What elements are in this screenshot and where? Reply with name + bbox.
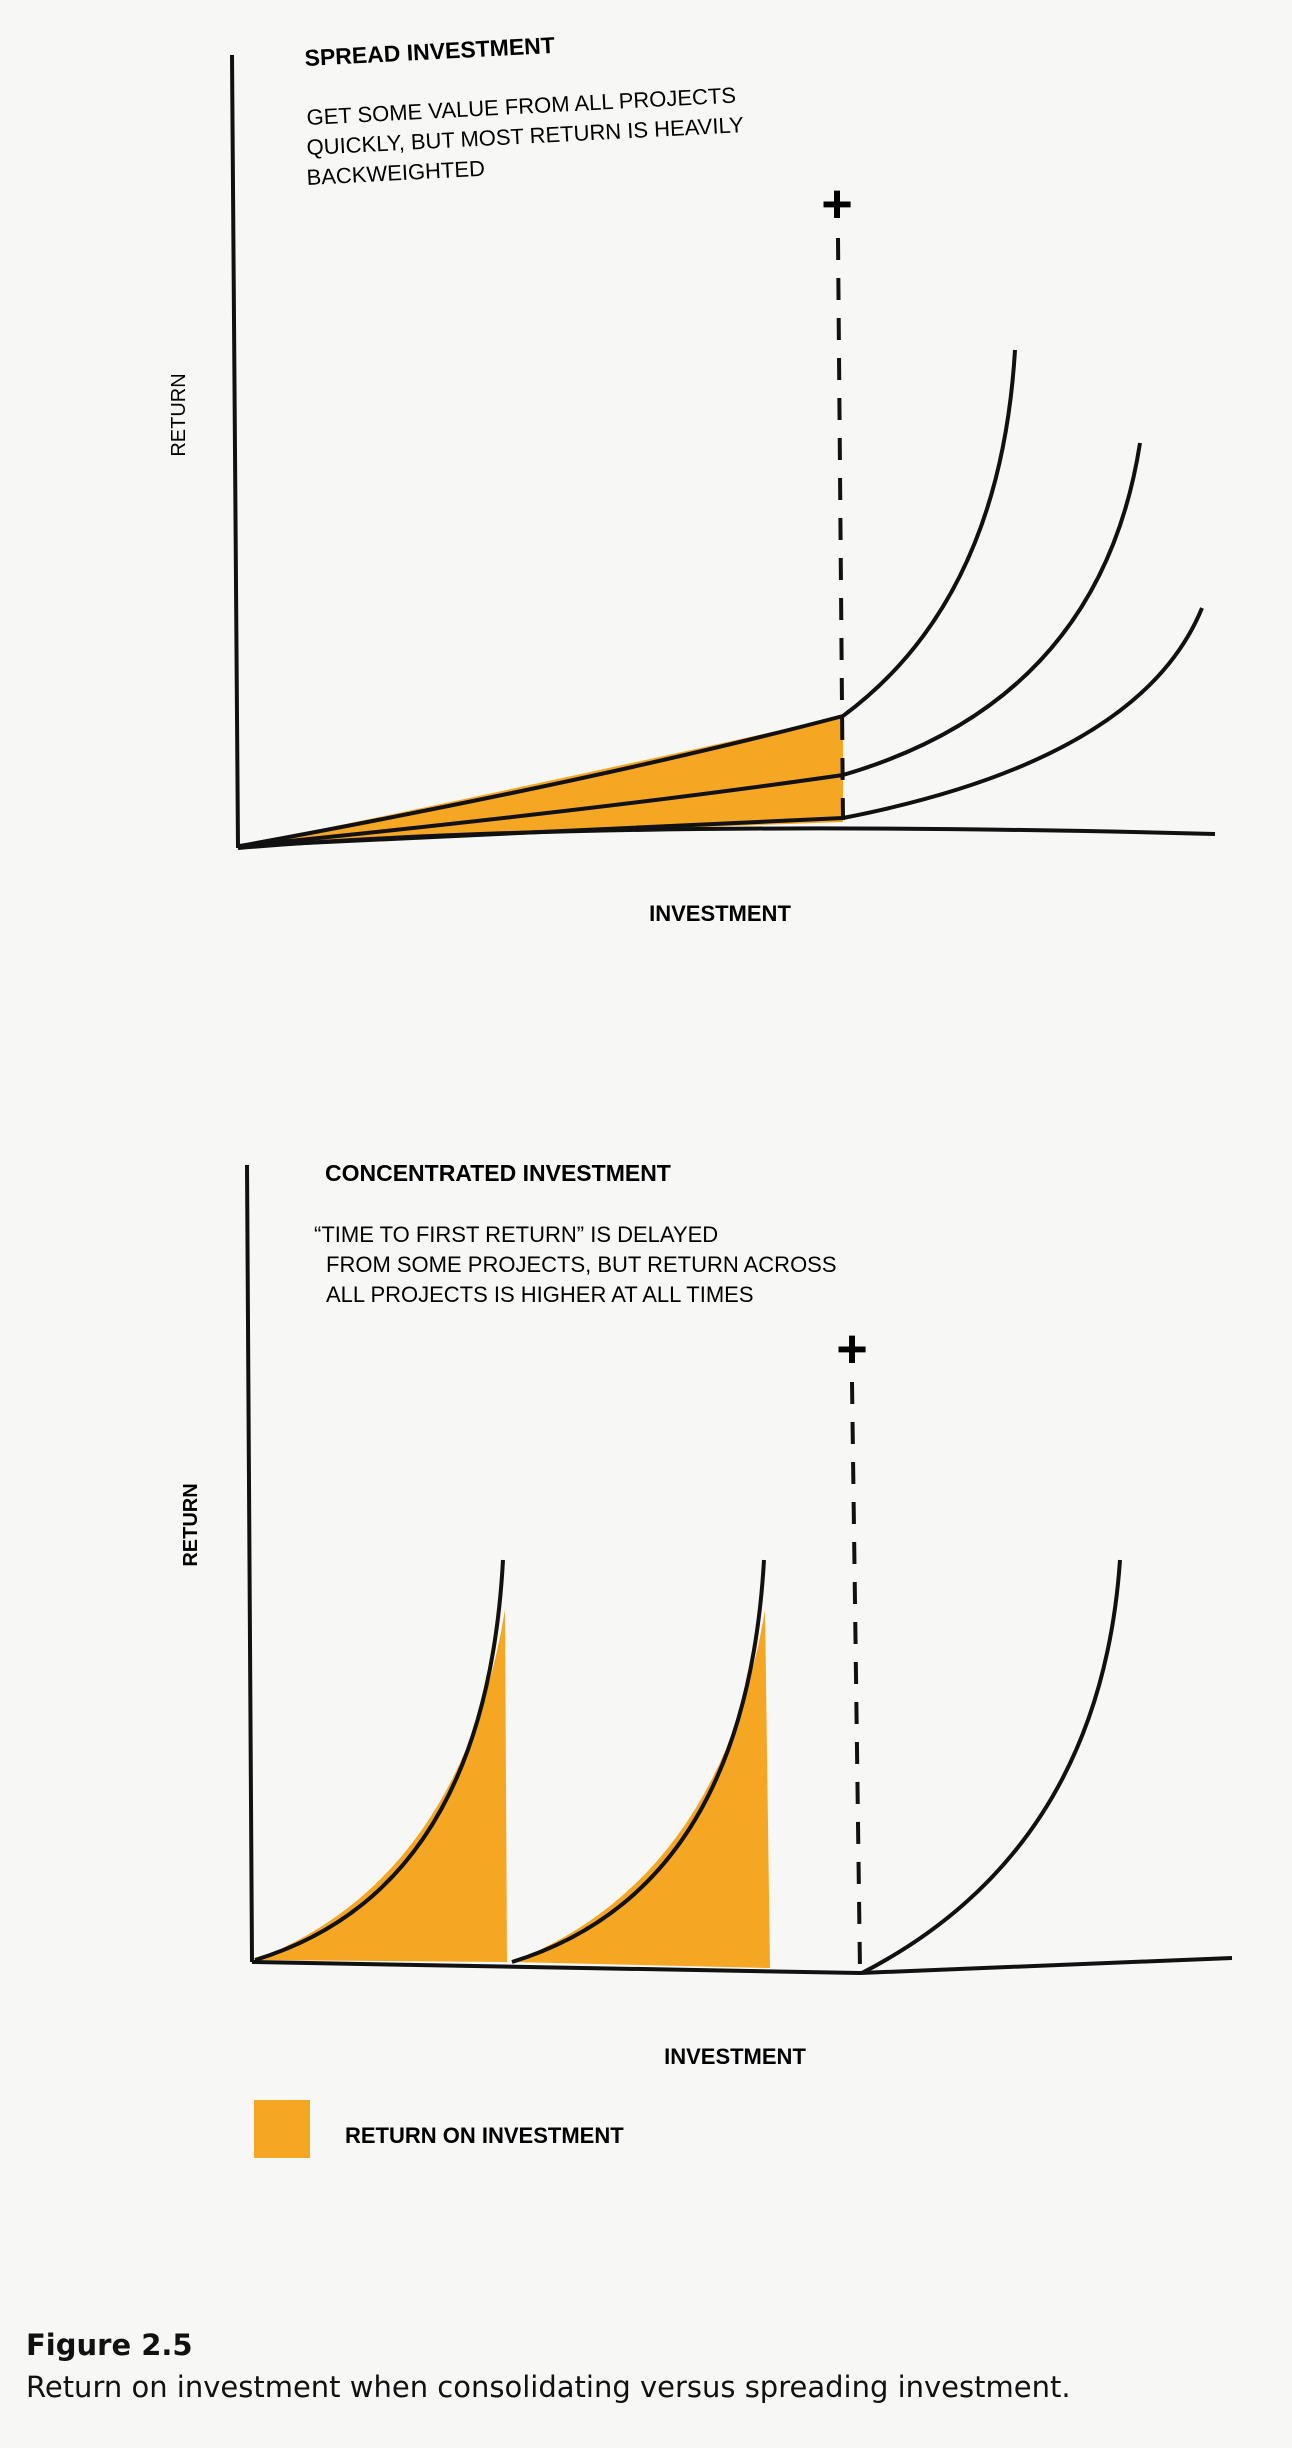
concentrated-return-fill-2 xyxy=(512,1610,770,1968)
spread-marker-line xyxy=(836,237,845,823)
concentrated-y-axis-label: RETURN xyxy=(180,1483,202,1566)
spread-y-axis-label: RETURN xyxy=(168,373,190,456)
spread-x-axis-label: INVESTMENT xyxy=(649,901,791,926)
concentrated-title: CONCENTRATED INVESTMENT xyxy=(325,1160,671,1186)
spread-investment-panel: + SPREAD INVESTMENT GET SOME VALUE FROM … xyxy=(168,32,1216,926)
spread-description-line-3: BACKWEIGHTED xyxy=(306,156,486,190)
concentrated-x-axis-label: INVESTMENT xyxy=(664,2044,806,2069)
concentrated-description-line-2: FROM SOME PROJECTS, BUT RETURN ACROSS xyxy=(326,1252,837,1277)
concentrated-description-line-3: ALL PROJECTS IS HIGHER AT ALL TIMES xyxy=(326,1282,754,1307)
concentrated-return-fill-1 xyxy=(255,1610,507,1962)
concentrated-curve-3 xyxy=(861,1559,1122,1975)
concentrated-curve-1 xyxy=(254,1559,505,1962)
figure-caption-title: Figure 2.5 xyxy=(26,2328,193,2362)
concentrated-curve-2 xyxy=(511,1559,766,1964)
concentrated-description-line-1: “TIME TO FIRST RETURN” IS DELAYED xyxy=(314,1222,718,1247)
legend: RETURN ON INVESTMENT xyxy=(254,2100,624,2158)
concentrated-marker-line xyxy=(850,1381,862,1971)
spread-marker-plus: + xyxy=(821,174,853,234)
spread-return-fill xyxy=(240,716,843,846)
legend-label: RETURN ON INVESTMENT xyxy=(345,2123,624,2148)
concentrated-y-axis xyxy=(245,1164,254,1963)
spread-title: SPREAD INVESTMENT xyxy=(304,32,556,71)
spread-y-axis xyxy=(230,54,240,849)
figure-caption-text: Return on investment when consolidating … xyxy=(26,2370,1071,2404)
legend-swatch xyxy=(254,2100,310,2158)
spread-curve-1 xyxy=(239,349,1017,848)
concentrated-marker-plus: + xyxy=(836,1319,868,1379)
concentrated-investment-panel: + CONCENTRATED INVESTMENT “TIME TO FIRST… xyxy=(180,1160,1233,2069)
concentrated-x-axis xyxy=(251,1956,1233,1976)
spread-curve-3 xyxy=(239,607,1204,848)
